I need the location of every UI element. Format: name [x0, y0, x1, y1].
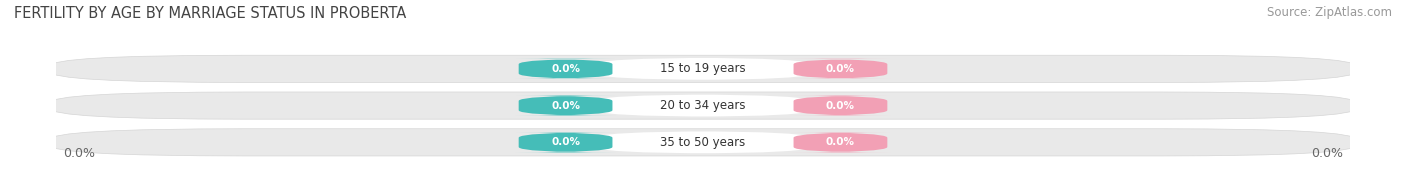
Text: 0.0%: 0.0% [551, 101, 581, 111]
FancyBboxPatch shape [790, 132, 890, 152]
Text: 0.0%: 0.0% [825, 137, 855, 147]
Text: 0.0%: 0.0% [1312, 147, 1343, 160]
Text: FERTILITY BY AGE BY MARRIAGE STATUS IN PROBERTA: FERTILITY BY AGE BY MARRIAGE STATUS IN P… [14, 6, 406, 21]
Text: Source: ZipAtlas.com: Source: ZipAtlas.com [1267, 6, 1392, 19]
Text: 0.0%: 0.0% [551, 137, 581, 147]
FancyBboxPatch shape [790, 59, 890, 79]
Text: 0.0%: 0.0% [63, 147, 94, 160]
FancyBboxPatch shape [49, 129, 1357, 156]
Text: 0.0%: 0.0% [825, 101, 855, 111]
FancyBboxPatch shape [516, 95, 616, 116]
FancyBboxPatch shape [516, 132, 616, 152]
FancyBboxPatch shape [49, 92, 1357, 119]
Text: 15 to 19 years: 15 to 19 years [661, 62, 745, 75]
FancyBboxPatch shape [790, 95, 890, 116]
FancyBboxPatch shape [516, 59, 616, 79]
FancyBboxPatch shape [593, 58, 813, 80]
Text: 0.0%: 0.0% [551, 64, 581, 74]
FancyBboxPatch shape [49, 55, 1357, 83]
FancyBboxPatch shape [593, 131, 813, 153]
Text: 0.0%: 0.0% [825, 64, 855, 74]
FancyBboxPatch shape [593, 95, 813, 117]
Text: 35 to 50 years: 35 to 50 years [661, 136, 745, 149]
Text: 20 to 34 years: 20 to 34 years [661, 99, 745, 112]
